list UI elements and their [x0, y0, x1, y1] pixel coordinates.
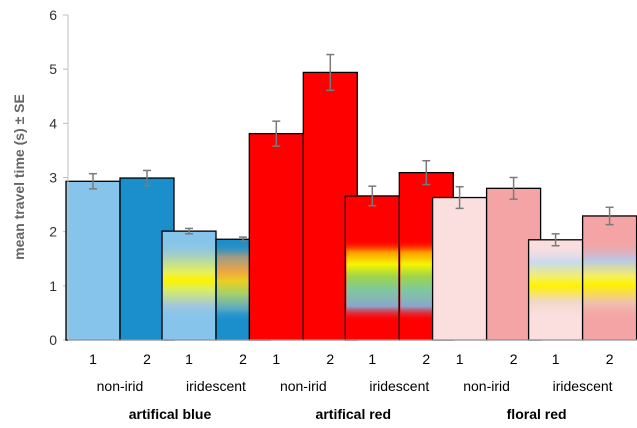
y-axis: 0 1 2 3 4 5 6 [49, 7, 68, 348]
bar-number-label: 2 [510, 351, 518, 367]
iridescent-band [346, 239, 399, 322]
bar [65, 180, 121, 341]
bar [431, 196, 488, 341]
bar-number-label: 1 [185, 351, 193, 367]
y-tick-label: 3 [49, 170, 57, 186]
bar-number-label: 2 [239, 351, 247, 367]
y-tick-label: 2 [49, 224, 57, 240]
y-tick-label: 1 [49, 278, 57, 294]
y-tick-label: 5 [49, 61, 57, 77]
bar-number-label: 1 [368, 351, 376, 367]
error-bars-layer [89, 53, 614, 247]
group-label: floral red [507, 406, 567, 422]
bar-number-label: 2 [606, 351, 614, 367]
bar-number-label: 1 [272, 351, 280, 367]
bar-number-label: 1 [552, 351, 560, 367]
iridescent-band [529, 242, 582, 322]
bar-number-label: 2 [422, 351, 430, 367]
subgroup-label: non-irid [280, 378, 327, 394]
subgroup-label: iridescent [369, 378, 429, 394]
y-tick-label: 6 [49, 7, 57, 23]
bar-number-label: 1 [456, 351, 464, 367]
iridescent-band [583, 239, 636, 322]
bar-number-label: 1 [89, 351, 97, 367]
group-label: artifical blue [129, 406, 212, 422]
subgroup-label: non-irid [97, 378, 144, 394]
bar-number-label: 2 [326, 351, 334, 367]
group-label: artifical red [316, 406, 391, 422]
subgroup-label: iridescent [186, 378, 246, 394]
y-tick-label: 0 [49, 332, 57, 348]
subgroup-label: iridescent [553, 378, 613, 394]
bar [248, 132, 304, 341]
bar-number-label: 2 [143, 351, 151, 367]
bars-layer [65, 71, 637, 341]
subgroup-label: non-irid [463, 378, 510, 394]
y-axis-title: mean travel time (s) ± SE [11, 94, 27, 260]
y-tick-label: 4 [49, 115, 57, 131]
iridescent-band [163, 239, 215, 322]
